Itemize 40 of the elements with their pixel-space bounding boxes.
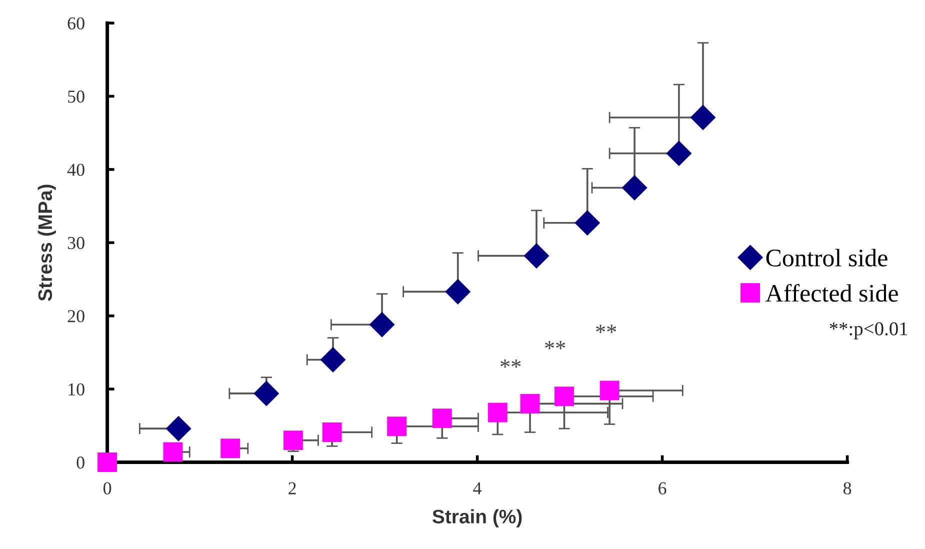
y-tick-label: 60 — [68, 17, 84, 30]
point — [600, 380, 620, 400]
legend-label: Affected side — [766, 284, 898, 302]
legend-label: Control side — [766, 248, 888, 266]
annotation: ** — [544, 341, 566, 350]
x-tick-label: 0 — [103, 482, 112, 494]
point — [432, 408, 452, 428]
point — [98, 452, 118, 472]
x-tick-label: 6 — [658, 482, 666, 494]
annotation: ** — [500, 360, 521, 368]
point — [488, 402, 508, 422]
point — [622, 175, 648, 200]
point — [220, 438, 240, 458]
point — [666, 140, 692, 166]
y-axis-title: Stress (MPa) — [38, 184, 56, 301]
point — [322, 422, 342, 442]
y-tick-label: 10 — [68, 383, 84, 396]
y-tick-label: 0 — [76, 456, 84, 469]
y-tick-label: 30 — [68, 236, 84, 250]
point — [370, 312, 395, 338]
point — [445, 279, 470, 304]
point — [163, 442, 183, 462]
point — [166, 416, 192, 442]
point — [524, 243, 549, 268]
annotation: ** — [596, 324, 616, 333]
annotation: **:p<0.01 — [830, 322, 908, 340]
point — [690, 105, 716, 130]
y-tick-label: 20 — [68, 310, 84, 322]
y-tick-label: 50 — [68, 90, 84, 103]
point — [254, 380, 279, 406]
y-tick-label: 40 — [67, 164, 84, 176]
point — [554, 386, 574, 406]
x-tick-label: 8 — [843, 482, 852, 494]
x-tick-label: 4 — [473, 482, 482, 494]
point — [387, 416, 407, 436]
x-tick-label: 2 — [288, 482, 296, 494]
x-axis-title: Strain (%) — [432, 509, 522, 528]
point — [320, 347, 346, 372]
point — [520, 394, 540, 414]
point — [574, 210, 600, 236]
